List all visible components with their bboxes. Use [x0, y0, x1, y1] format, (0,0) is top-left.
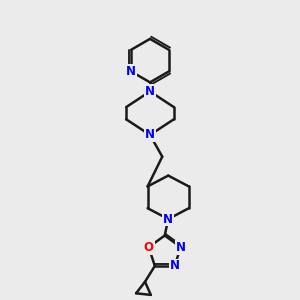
- Text: N: N: [145, 128, 155, 141]
- Text: N: N: [176, 241, 186, 254]
- Text: N: N: [145, 85, 155, 98]
- Text: O: O: [144, 241, 154, 254]
- Text: N: N: [169, 260, 180, 272]
- Text: N: N: [163, 213, 173, 226]
- Text: N: N: [126, 65, 136, 78]
